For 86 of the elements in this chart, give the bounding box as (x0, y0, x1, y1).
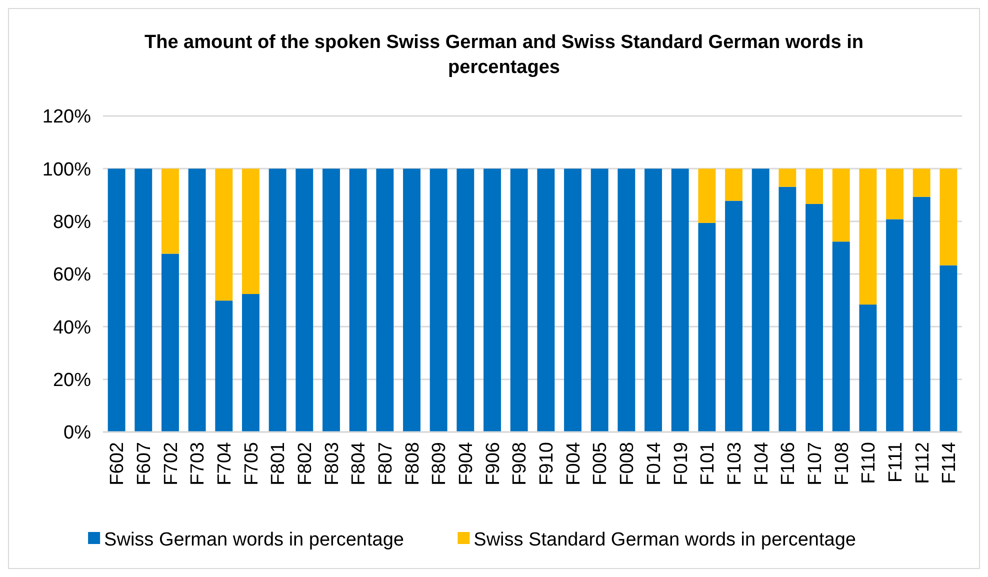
bar (778, 168, 796, 187)
bar (349, 168, 367, 432)
legend-label: Swiss Standard German words in percentage (474, 530, 856, 551)
bar (564, 168, 582, 432)
bar (752, 168, 770, 432)
x-tick-label: F910 (536, 442, 558, 486)
x-tick-label: F008 (617, 442, 638, 486)
x-tick-label: F112 (912, 442, 934, 484)
bar (859, 304, 877, 432)
x-tick-label: F107 (804, 442, 826, 486)
bar (215, 168, 233, 301)
bar (510, 168, 528, 432)
x-tick-label: F704 (214, 442, 236, 486)
x-tick-label: F802 (295, 442, 316, 486)
x-tick-label: F014 (644, 442, 665, 486)
bar (698, 168, 716, 223)
x-tick-label: F607 (134, 442, 156, 486)
bar (618, 168, 636, 432)
y-tick-label: 120% (42, 106, 92, 128)
x-tick-label: F804 (348, 442, 370, 486)
x-tick-label: F602 (107, 442, 128, 486)
bar (162, 254, 179, 432)
bar (940, 265, 958, 432)
x-tick-label: F108 (832, 442, 853, 486)
x-tick-label: F803 (322, 442, 343, 486)
bar (268, 168, 286, 432)
bar (188, 168, 206, 432)
x-tick-label: F801 (268, 442, 290, 486)
bar (484, 168, 501, 432)
bar (912, 168, 930, 197)
bar (590, 168, 608, 432)
x-tick-label: F703 (188, 442, 209, 486)
bar (644, 168, 662, 432)
x-tick-label: F005 (590, 442, 612, 486)
bar (430, 168, 448, 432)
chart-title: The amount of the spoken Swiss German and Swiss Standard German words in percentages (144, 32, 864, 78)
x-tick-label: F807 (376, 442, 397, 486)
y-tick-label: 80% (52, 212, 92, 233)
bar (725, 200, 742, 432)
bar (242, 294, 260, 432)
x-tick-label: F004 (563, 442, 584, 486)
x-tick-label: F908 (510, 442, 531, 486)
bar (940, 168, 958, 266)
bar (806, 204, 823, 432)
bar (725, 168, 742, 201)
bar (108, 168, 126, 432)
x-tick-label: F809 (429, 442, 450, 486)
x-tick-label: F103 (724, 442, 746, 486)
bar (832, 168, 850, 242)
y-tick-label: 0% (64, 422, 92, 444)
bar (322, 168, 340, 432)
x-tick-label: F702 (160, 442, 182, 486)
x-tick-label: F106 (778, 442, 800, 486)
x-tick-label: F808 (402, 442, 424, 486)
y-tick-label: 40% (52, 317, 92, 338)
x-tick-label: F111 (885, 442, 906, 482)
bar (162, 168, 179, 254)
bar (832, 242, 850, 432)
bar (886, 168, 904, 220)
legend-label: Swiss German words in percentage (104, 530, 404, 551)
x-tick-label: F114 (939, 442, 960, 484)
y-tick-label: 20% (52, 370, 92, 391)
bar (403, 168, 420, 432)
x-tick-label: F019 (670, 442, 692, 486)
bar (698, 222, 716, 432)
x-tick-label: F110 (858, 442, 880, 484)
bar (296, 168, 314, 432)
bar (134, 168, 152, 432)
x-tick-label: F904 (456, 442, 478, 486)
bar (215, 300, 233, 432)
bar (778, 186, 796, 432)
x-tick-label: F906 (482, 442, 504, 486)
bar (671, 168, 689, 432)
bar (886, 219, 904, 432)
bar (806, 168, 823, 204)
bar (456, 168, 474, 432)
bar (537, 168, 555, 432)
x-tick-label: F104 (751, 442, 772, 486)
x-tick-label: F101 (698, 442, 719, 486)
bar (912, 196, 930, 432)
y-tick-label: 60% (52, 264, 92, 286)
y-tick-label: 100% (42, 159, 92, 180)
bar (859, 168, 877, 305)
x-tick-label: F705 (241, 442, 262, 486)
bar (242, 168, 260, 294)
bar (376, 168, 394, 432)
